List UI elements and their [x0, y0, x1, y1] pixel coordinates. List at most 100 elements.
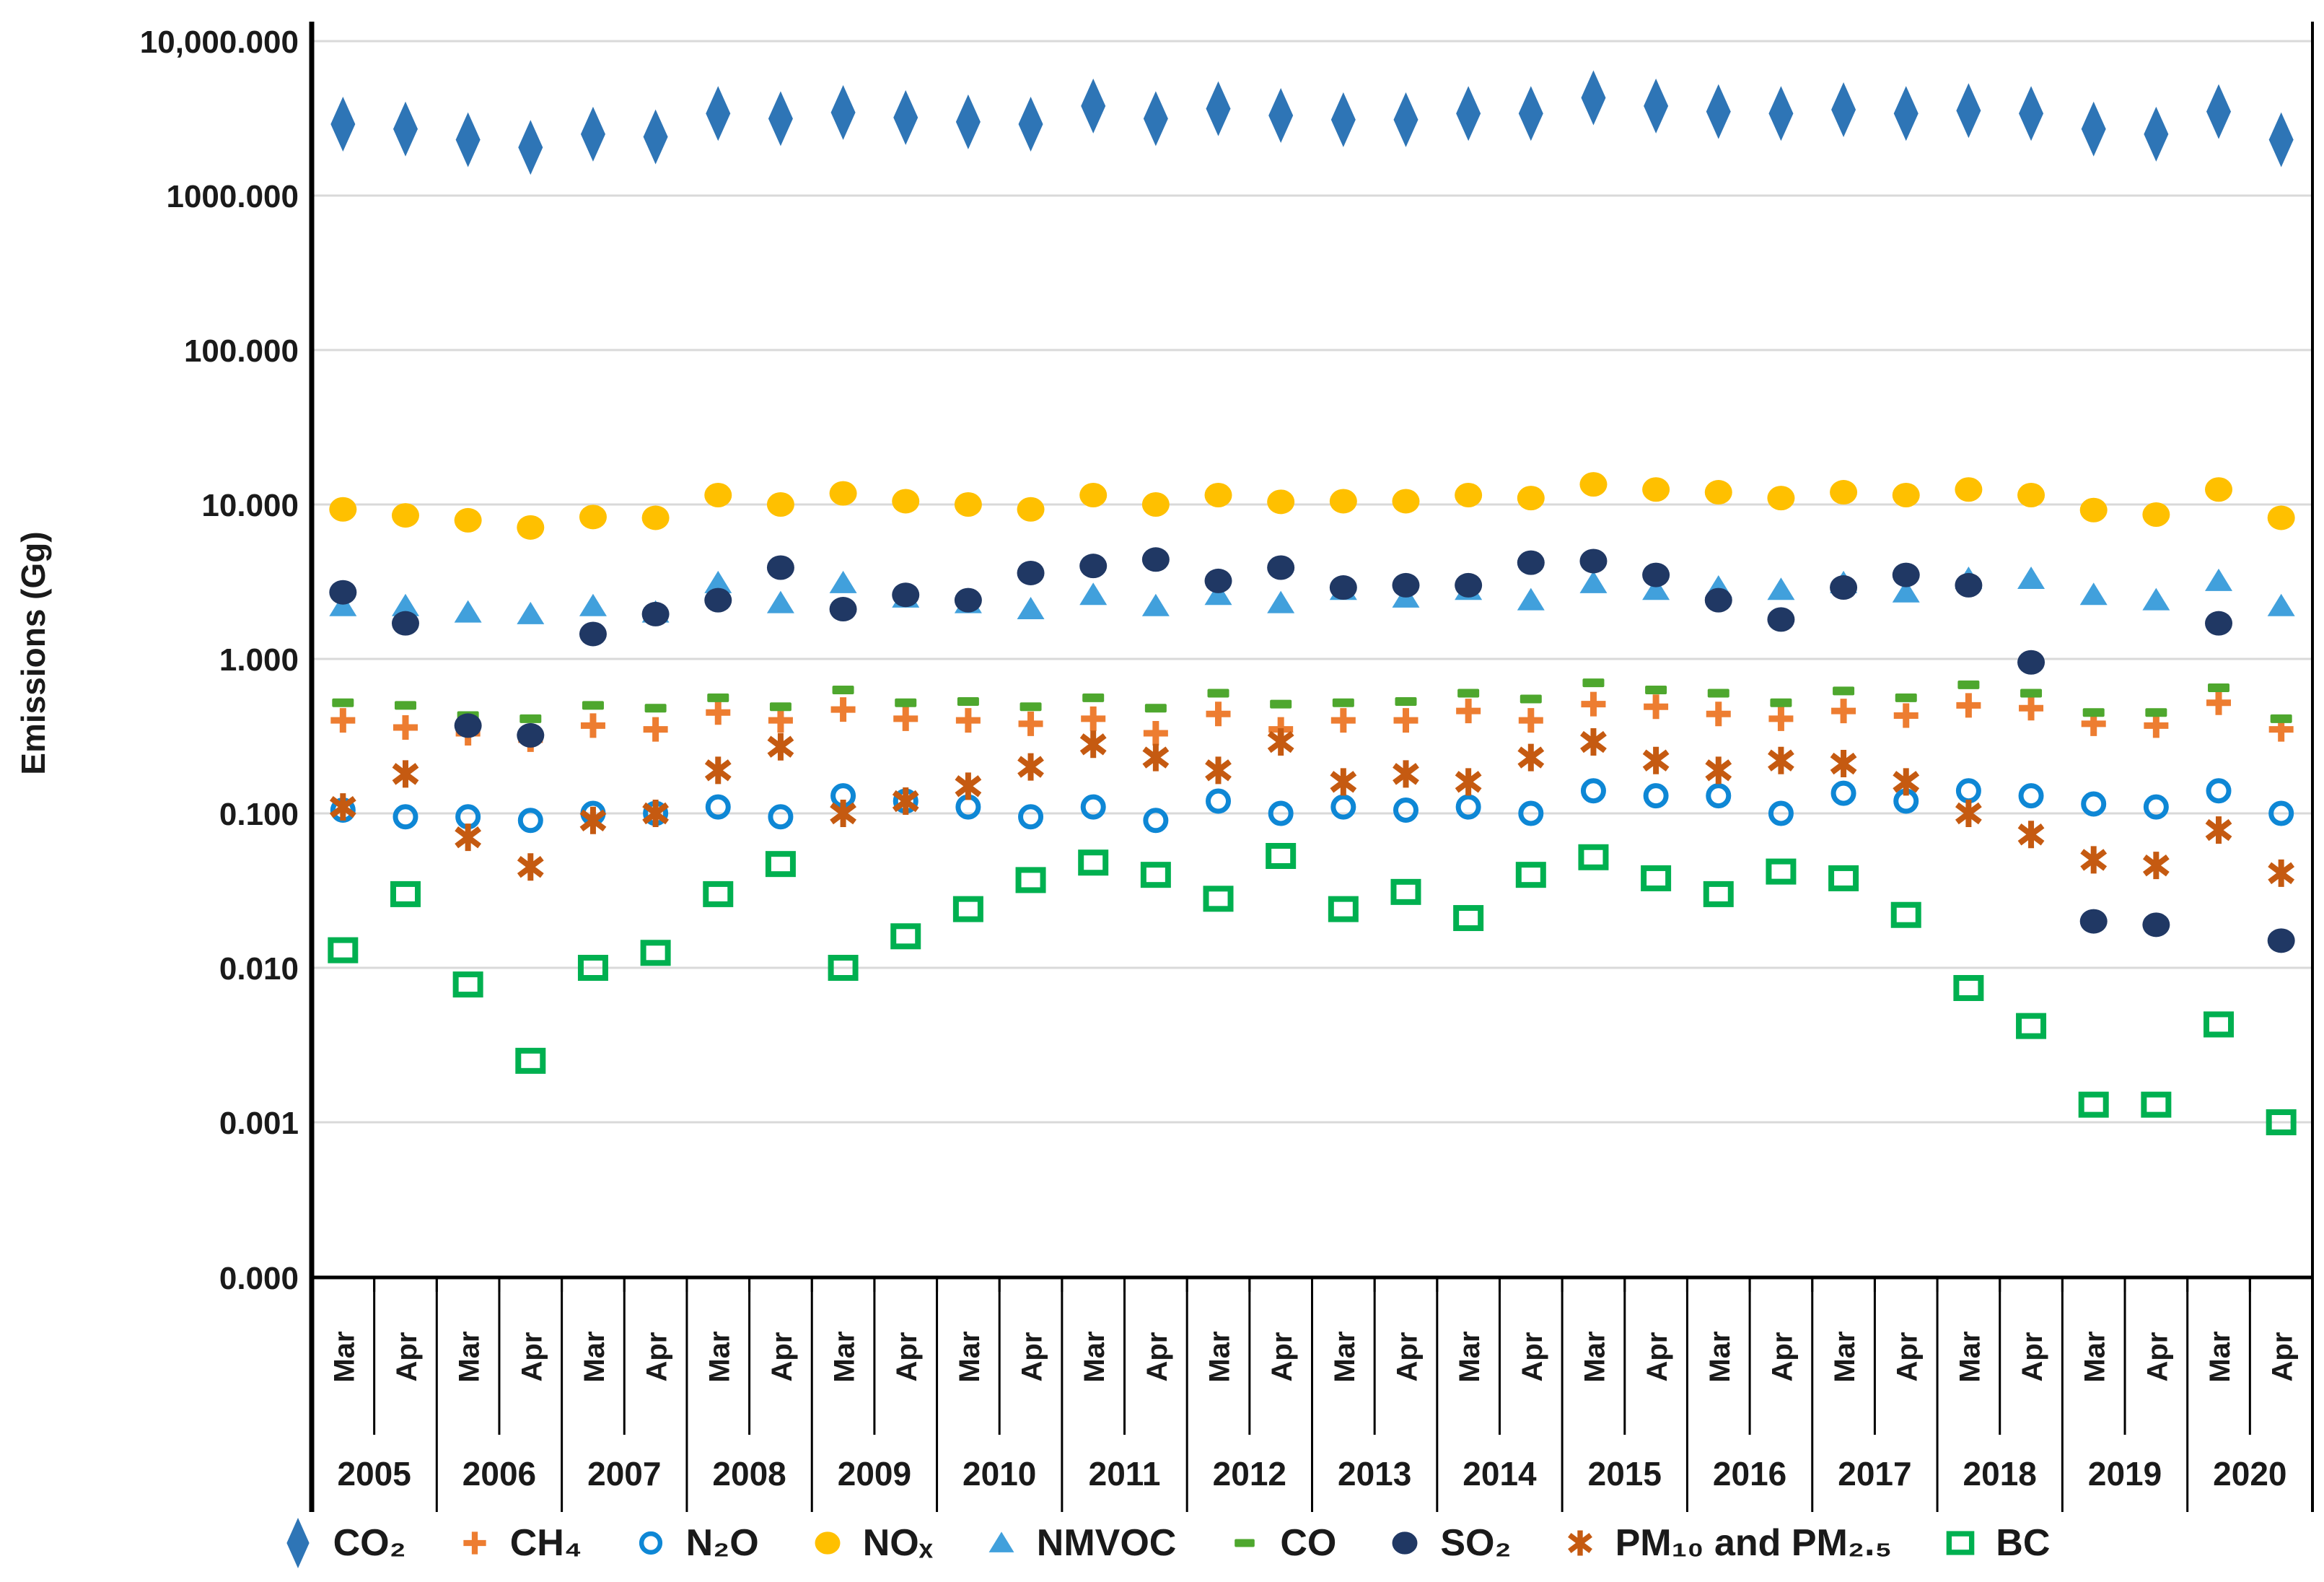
legend-item-no: N₂O — [627, 1513, 759, 1573]
point-dash — [1235, 1538, 1255, 1547]
point-dash — [957, 697, 979, 707]
month-label: Mar — [829, 1331, 861, 1382]
point-circle — [2142, 502, 2170, 528]
point-triangle — [1767, 577, 1795, 600]
point-circle — [1579, 549, 1608, 574]
month-label: Mar — [454, 1331, 486, 1382]
point-dash — [1270, 699, 1292, 709]
legend-marker-square-open-icon — [1946, 1530, 1975, 1555]
series-bc — [328, 843, 2297, 1135]
point-triangle — [1017, 597, 1045, 620]
point-open-square — [1946, 1530, 1975, 1555]
year-label: 2014 — [1463, 1455, 1537, 1493]
point-triangle — [704, 570, 732, 593]
year-label: 2015 — [1588, 1455, 1662, 1493]
point-star — [1768, 746, 1794, 774]
point-circle — [579, 504, 607, 530]
point-circle — [641, 601, 670, 626]
point-circle — [829, 597, 857, 622]
point-open-square — [2266, 1109, 2297, 1135]
point-plus — [1893, 703, 1919, 728]
point-circle — [1392, 489, 1420, 514]
point-star — [1830, 750, 1857, 778]
year-label: 2005 — [337, 1455, 411, 1493]
point-circle — [766, 492, 794, 517]
month-label: Mar — [1704, 1331, 1736, 1382]
month-label: Apr — [2141, 1332, 2173, 1382]
point-diamond — [580, 106, 605, 162]
point-star — [2142, 852, 2170, 880]
point-plus — [1581, 691, 1606, 717]
point-circle — [2079, 909, 2108, 934]
legend-marker-circle-icon — [1392, 1531, 1418, 1555]
legend-label: CO — [1280, 1521, 1337, 1564]
month-label: Mar — [1954, 1331, 1986, 1382]
point-star — [1330, 768, 1357, 796]
point-star — [329, 793, 356, 821]
point-circle — [1017, 560, 1045, 585]
point-dash — [1082, 693, 1105, 702]
point-plus — [1518, 708, 1543, 733]
point-plus — [2019, 696, 2044, 721]
point-dash — [582, 701, 604, 710]
point-diamond — [1081, 78, 1106, 134]
point-circle — [815, 1531, 841, 1555]
point-diamond — [2206, 84, 2232, 139]
point-open-circle — [1143, 808, 1169, 834]
point-star — [1705, 756, 1732, 785]
point-star — [642, 800, 670, 827]
y-tick-label: 10.000 — [201, 488, 299, 523]
legend-marker-plus-icon — [463, 1531, 486, 1555]
point-diamond — [455, 112, 481, 167]
point-plus — [643, 717, 668, 742]
point-open-square — [1140, 862, 1171, 888]
point-star — [1893, 768, 1920, 796]
point-circle — [2267, 505, 2295, 530]
y-tick-label: 0.100 — [219, 797, 299, 832]
point-plus — [2144, 713, 2169, 738]
point-dash — [707, 693, 729, 702]
point-circle — [1141, 547, 1170, 572]
point-plus — [330, 708, 356, 733]
point-diamond — [2268, 112, 2294, 167]
point-circle — [766, 555, 794, 580]
point-triangle — [517, 601, 545, 624]
month-label: Apr — [1141, 1332, 1173, 1382]
point-diamond — [1456, 86, 1481, 141]
legend-item-nmvoc: NMVOC — [978, 1513, 1176, 1573]
point-dash — [1582, 678, 1605, 688]
point-open-square — [640, 940, 671, 966]
point-open-square — [828, 955, 859, 981]
point-open-square — [1766, 858, 1797, 885]
legend-item-no: NOₓ — [804, 1513, 933, 1573]
point-circle — [1955, 572, 1983, 598]
point-plus — [1706, 702, 1731, 727]
point-open-square — [1453, 905, 1484, 932]
point-open-circle — [1830, 780, 1856, 806]
point-open-square — [577, 955, 608, 981]
point-triangle — [1079, 582, 1108, 606]
point-circle — [2142, 912, 2170, 938]
point-circle — [1704, 587, 1732, 613]
month-label: Mar — [1204, 1331, 1236, 1382]
point-plus — [1330, 708, 1356, 733]
point-circle — [1204, 483, 1232, 508]
point-triangle — [2267, 593, 2295, 616]
y-tick-label: 1.000 — [219, 642, 299, 678]
month-label: Apr — [2267, 1332, 2299, 1382]
point-open-circle — [1393, 797, 1418, 823]
point-circle — [1767, 607, 1795, 632]
point-diamond — [893, 89, 918, 145]
month-label: Mar — [2204, 1331, 2236, 1382]
point-triangle — [1892, 580, 1920, 603]
month-label: Mar — [1079, 1331, 1110, 1382]
point-diamond — [1831, 82, 1856, 137]
point-triangle — [1204, 582, 1232, 606]
point-circle — [391, 611, 419, 636]
point-diamond — [1206, 81, 1231, 136]
point-diamond — [518, 120, 543, 175]
point-plus — [2206, 690, 2232, 715]
point-open-square — [1266, 843, 1297, 870]
